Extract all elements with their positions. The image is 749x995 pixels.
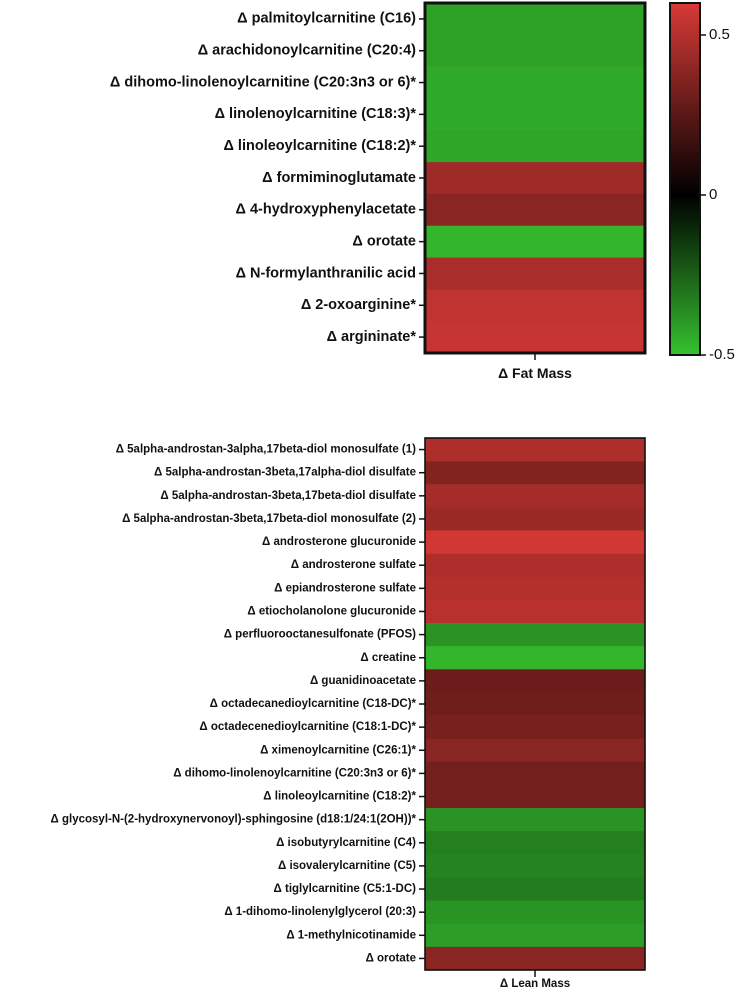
heatmap-cell xyxy=(425,738,645,763)
heatmap-cell xyxy=(425,946,645,971)
heatmap-cell xyxy=(425,669,645,693)
colorbar-gradient xyxy=(669,2,701,356)
heatmap-cell xyxy=(425,646,645,670)
heatmap-cell xyxy=(425,289,645,322)
heatmap-cell xyxy=(425,715,645,739)
row-label: Δ dihomo-linolenoylcarnitine (C20:3n3 or… xyxy=(173,767,416,779)
row-label: Δ 1-dihomo-linolenylglycerol (20:3) xyxy=(224,906,416,918)
heatmap-cell xyxy=(425,98,645,131)
heatmap-cell xyxy=(425,3,645,36)
row-label: Δ isovalerylcarnitine (C5) xyxy=(278,860,416,872)
heatmap-cell xyxy=(425,784,645,809)
heatmap-cell xyxy=(425,553,645,578)
row-label: Δ palmitoylcarnitine (C16) xyxy=(237,11,416,27)
heatmap-cell xyxy=(425,761,645,786)
row-label: Δ N-formylanthranilic acid xyxy=(236,265,416,281)
row-label: Δ linolenoylcarnitine (C18:3)* xyxy=(215,106,417,122)
heatmap-cell xyxy=(425,193,645,227)
heatmap-cell xyxy=(425,257,645,290)
row-label: Δ ximenoylcarnitine (C26:1)* xyxy=(260,744,416,756)
row-label: Δ 5alpha-androstan-3beta,17beta-diol mon… xyxy=(122,513,416,525)
heatmap-cell xyxy=(425,854,645,878)
heatmap-cell xyxy=(425,66,645,99)
heatmap-cell xyxy=(425,576,645,601)
heatmap-cell xyxy=(425,34,645,67)
colorbar-tick-label: -0.5 xyxy=(709,346,735,363)
row-label: Δ linoleoylcarnitine (C18:2)* xyxy=(263,791,416,803)
row-label: Δ 5alpha-androstan-3alpha,17beta-diol mo… xyxy=(116,444,416,456)
heatmap-cell xyxy=(425,530,645,554)
colorbar: 0.5 0 -0.5 xyxy=(669,2,735,363)
row-label: Δ 4-hydroxyphenylacetate xyxy=(236,202,416,218)
heatmap-cell xyxy=(425,507,645,531)
row-label: Δ orotate xyxy=(366,952,416,964)
row-label: Δ 5alpha-androstan-3beta,17alpha-diol di… xyxy=(154,467,416,479)
heatmap-cell xyxy=(425,692,645,716)
heatmap-cell xyxy=(425,877,645,901)
colorbar-tick-label: 0.5 xyxy=(709,26,730,43)
heatmap-cell xyxy=(425,900,645,925)
row-label: Δ isobutyrylcarnitine (C4) xyxy=(276,837,416,849)
row-label: Δ 1-methylnicotinamide xyxy=(286,929,416,941)
row-label: Δ formiminoglutamate xyxy=(262,170,416,186)
row-label: Δ glycosyl-N-(2-hydroxynervonoyl)-sphing… xyxy=(51,814,417,826)
heatmap-cell xyxy=(425,923,645,948)
row-label: Δ perfluorooctanesulfonate (PFOS) xyxy=(224,629,416,641)
row-label: Δ androsterone glucuronide xyxy=(262,536,416,548)
heatmap-cell xyxy=(425,438,645,462)
row-label: Δ tiglylcarnitine (C5:1-DC) xyxy=(274,883,417,895)
heatmap-cell xyxy=(425,623,645,647)
heatmap-cell xyxy=(425,225,645,258)
heatmap-cell xyxy=(425,831,645,855)
fat-mass-heatmap: Δ palmitoylcarnitine (C16) Δ arachidonoyl… xyxy=(110,1,647,381)
heatmap-cell xyxy=(425,484,645,508)
row-label: Δ 2-oxoarginine* xyxy=(301,297,417,313)
row-label: Δ dihomo-linolenoylcarnitine (C20:3n3 or… xyxy=(110,74,416,90)
row-label: Δ argininate* xyxy=(327,329,417,345)
colorbar-tick-label: 0 xyxy=(709,186,717,203)
x-axis-label: Δ Fat Mass xyxy=(498,365,572,381)
x-axis-label: Δ Lean Mass xyxy=(500,978,570,990)
row-label: Δ androsterone sulfate xyxy=(291,559,416,571)
heatmap-cell xyxy=(425,130,645,163)
row-label: Δ linoleoylcarnitine (C18:2)* xyxy=(223,138,416,154)
heatmap-cell xyxy=(425,461,645,485)
row-label: Δ 5alpha-androstan-3beta,17beta-diol dis… xyxy=(160,490,416,502)
row-label: Δ octadecanedioylcarnitine (C18-DC)* xyxy=(210,698,417,710)
heatmap-cell xyxy=(425,162,645,195)
heatmap-cell xyxy=(425,599,645,624)
row-label: Δ epiandrosterone sulfate xyxy=(274,582,416,594)
heatmap-cell xyxy=(425,808,645,832)
heatmap-cell xyxy=(425,321,645,354)
row-label: Δ octadecenedioylcarnitine (C18:1-DC)* xyxy=(199,721,416,733)
row-label: Δ arachidonoylcarnitine (C20:4) xyxy=(198,43,416,59)
row-label: Δ orotate xyxy=(352,233,416,249)
row-label: Δ guanidinoacetate xyxy=(310,675,416,687)
row-label: Δ etiocholanolone glucuronide xyxy=(247,606,416,618)
lean-mass-heatmap: Δ 5alpha-androstan-3alpha,17beta-diol mo… xyxy=(51,437,646,990)
row-label: Δ creatine xyxy=(360,652,416,664)
